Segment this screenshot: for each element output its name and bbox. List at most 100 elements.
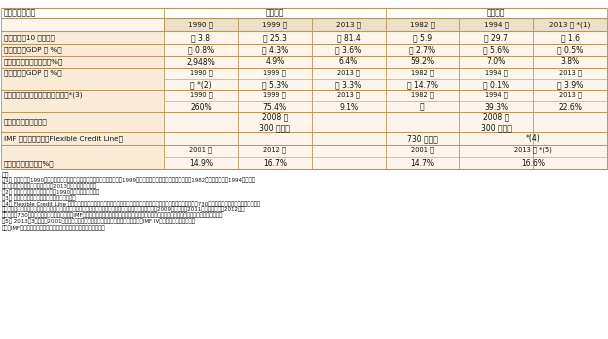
Text: 9.1%: 9.1% (339, 102, 358, 112)
Text: －: － (420, 102, 425, 112)
Text: 59.2%: 59.2% (410, 58, 435, 66)
Text: 260%: 260% (190, 102, 212, 112)
Text: 1982 年: 1982 年 (411, 92, 434, 98)
Bar (1, 18, 164, 31)
Text: ば無条件に引き出し可能。メキシコがこれを引き出したことはないが事実上の外貨準備となり得る。2009年に新設、2011年に更新され、2012年に: ば無条件に引き出し可能。メキシコがこれを引き出したことはないが事実上の外貨準備と… (2, 207, 246, 213)
Text: 1982 年: 1982 年 (410, 21, 435, 28)
Text: 2013 年 *(5): 2013 年 *(5) (514, 147, 552, 153)
Bar (164, 145, 607, 169)
Bar (164, 56, 607, 68)
Bar (1, 44, 164, 56)
Bar (1, 90, 164, 112)
Text: － 2.7%: － 2.7% (409, 45, 435, 55)
Text: 1999 年: 1999 年 (262, 21, 288, 28)
Text: － 25.3: － 25.3 (263, 33, 287, 42)
Text: － 81.4: － 81.4 (337, 33, 361, 42)
Text: 1994 年: 1994 年 (485, 70, 508, 76)
Text: 1982 年: 1982 年 (411, 70, 434, 76)
Text: （2） 財政収支に関するブラジルの1990年のデータは不明。: （2） 財政収支に関するブラジルの1990年のデータは不明。 (2, 190, 99, 195)
Text: 資料：IMF、世銀、メキシコ中央銀行、ブラジル中央銀行から作成。: 資料：IMF、世銀、メキシコ中央銀行、ブラジル中央銀行から作成。 (2, 225, 106, 231)
Text: － 3.9%: － 3.9% (557, 80, 583, 89)
Text: 1990 年: 1990 年 (188, 21, 213, 28)
Text: － 0.1%: － 0.1% (483, 80, 510, 89)
Bar (1, 31, 164, 44)
Text: 7.0%: 7.0% (486, 58, 506, 66)
Text: 14.9%: 14.9% (189, 160, 213, 168)
Text: － 5.6%: － 5.6% (483, 45, 510, 55)
Text: 国名／比較項目: 国名／比較項目 (4, 8, 36, 18)
Bar (164, 132, 607, 145)
Text: 2013 年: 2013 年 (559, 70, 581, 76)
Text: 2008 年
300 億ドル: 2008 年 300 億ドル (481, 112, 512, 132)
Text: － 4.3%: － 4.3% (261, 45, 288, 55)
Text: 2001 年: 2001 年 (190, 147, 212, 153)
Text: 39.3%: 39.3% (484, 102, 508, 112)
Text: IMF からの融資枠（Flexible Credit Line）: IMF からの融資枠（Flexible Credit Line） (4, 135, 123, 142)
Text: － *(2): － *(2) (190, 80, 212, 89)
Bar (164, 31, 607, 44)
Text: 経常収支（GDP 比 %）: 経常収支（GDP 比 %） (4, 47, 61, 53)
Text: － 3.8: － 3.8 (192, 33, 210, 42)
Text: 1999 年: 1999 年 (263, 70, 286, 76)
Text: 2013 年: 2013 年 (337, 70, 360, 76)
Text: （5） 2013年3月現在。2001年のブラジル（ブラジル中央銀行からの数字）を除き、IMF IV条協議の資料から作成。: （5） 2013年3月現在。2001年のブラジル（ブラジル中央銀行からの数字）を… (2, 218, 195, 224)
Text: 銀行自己資本比率（%）: 銀行自己資本比率（%） (4, 161, 55, 167)
Text: － 0.8%: － 0.8% (188, 45, 214, 55)
Bar (1, 8, 607, 18)
Text: （3） 世銀及び各国中銀のデータに基づき計算。: （3） 世銀及び各国中銀のデータに基づき計算。 (2, 195, 75, 201)
Text: － 29.7: － 29.7 (485, 33, 508, 42)
Text: 危機の年（過去の経済危機と2013年時点との比較）。: 危機の年（過去の経済危機と2013年時点との比較）。 (2, 184, 97, 189)
Text: 2013 年: 2013 年 (559, 92, 581, 98)
Bar (1, 68, 164, 90)
Bar (1, 112, 164, 132)
Text: － 14.7%: － 14.7% (407, 80, 438, 89)
Text: 1994 年: 1994 年 (484, 21, 509, 28)
Text: － 3.3%: － 3.3% (336, 80, 362, 89)
Text: 備考: 備考 (2, 172, 10, 178)
Bar (164, 44, 607, 56)
Text: 1994 年: 1994 年 (485, 92, 508, 98)
Text: － 5.9: － 5.9 (413, 33, 432, 42)
Text: 1990 年: 1990 年 (190, 92, 212, 98)
Bar (1, 56, 164, 68)
Text: 4.9%: 4.9% (265, 58, 285, 66)
Text: 経常収支（10 億ドル）: 経常収支（10 億ドル） (4, 34, 55, 41)
Bar (1, 132, 164, 145)
Text: 米国とのスワップ協定: 米国とのスワップ協定 (4, 119, 48, 125)
Bar (1, 145, 164, 169)
Text: － 1.6: － 1.6 (561, 33, 579, 42)
Text: 1990 年: 1990 年 (190, 70, 212, 76)
Text: 2013 年: 2013 年 (337, 92, 360, 98)
Text: 730 億ドル: 730 億ドル (407, 134, 438, 143)
Text: 2012 年: 2012 年 (263, 147, 286, 153)
Text: （4） Flexible Credit Line は経済実績の良好な国を国際金融危機から保護するための融資枠制度。メキシコには総額730億ドルを設定。事前審査を: （4） Flexible Credit Line は経済実績の良好な国を国際金融… (2, 201, 260, 206)
Text: 2008 年
300 億ドル: 2008 年 300 億ドル (260, 112, 290, 132)
Text: － 3.6%: － 3.6% (336, 45, 362, 55)
Bar (164, 68, 607, 90)
Text: 財政収支（GDP 比 %）: 財政収支（GDP 比 %） (4, 70, 61, 76)
Text: 14.7%: 14.7% (410, 160, 435, 168)
Text: *(4): *(4) (526, 134, 541, 143)
Text: 75.4%: 75.4% (263, 102, 287, 112)
Text: － 0.5%: － 0.5% (557, 45, 583, 55)
Text: 22.6%: 22.6% (558, 102, 582, 112)
Text: メキシコ: メキシコ (487, 8, 505, 18)
Text: 16.6%: 16.6% (521, 160, 545, 168)
Text: 1999 年: 1999 年 (263, 92, 286, 98)
Text: ブラジル: ブラジル (266, 8, 284, 18)
Bar (164, 90, 607, 112)
Bar (164, 112, 607, 132)
Text: 総額730億ドル。ブラジルには過去にはIMFからの融資等があったが既にパリクラブ債権も含め完済し、純債権国としての地位を得ている。: 総額730億ドル。ブラジルには過去にはIMFからの融資等があったが既にパリクラブ… (2, 213, 223, 218)
Bar (164, 18, 607, 31)
Text: 16.7%: 16.7% (263, 160, 287, 168)
Text: （1） ブラジルの1990年はハイパーインフレーションが最も激しかった年、1999年はアジア通貨危機の年。メキシコの1982年は債務危機、1994年は通貨: （1） ブラジルの1990年はハイパーインフレーションが最も激しかった年、199… (2, 178, 255, 183)
Text: 短期対外債務（対外貨準備高比）*(3): 短期対外債務（対外貨準備高比）*(3) (4, 92, 83, 98)
Text: － 5.3%: － 5.3% (261, 80, 288, 89)
Text: インフレ率　年率平均（%）: インフレ率 年率平均（%） (4, 59, 63, 65)
Text: 6.4%: 6.4% (339, 58, 358, 66)
Text: 2,948%: 2,948% (187, 58, 215, 66)
Text: 3.8%: 3.8% (561, 58, 579, 66)
Text: 2001 年: 2001 年 (411, 147, 434, 153)
Text: 2013 年 *(1): 2013 年 *(1) (550, 21, 591, 28)
Text: 2013 年: 2013 年 (336, 21, 361, 28)
